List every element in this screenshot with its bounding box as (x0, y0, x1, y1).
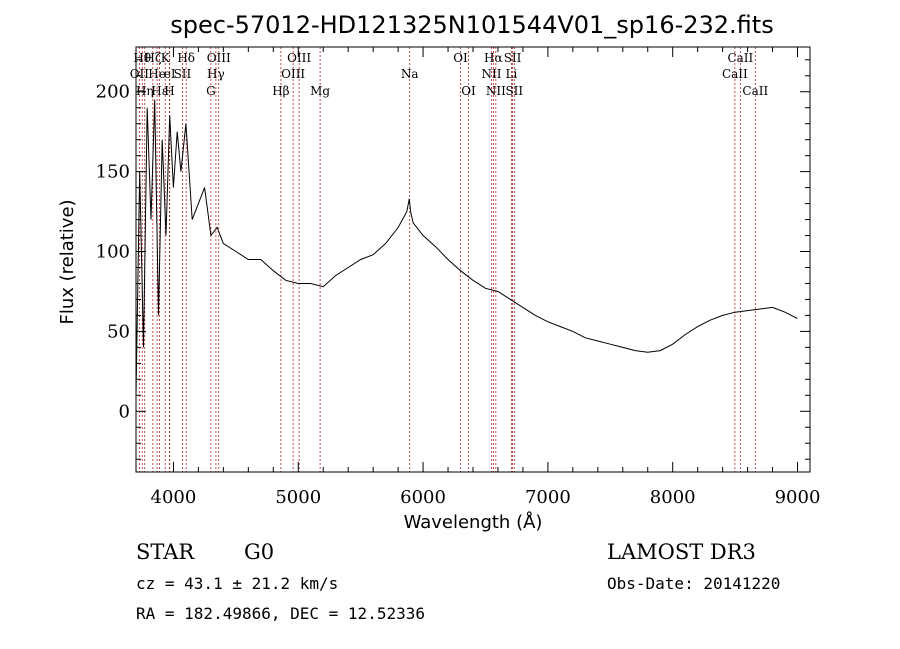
spectral-line-label: Hη (136, 84, 154, 98)
x-tick-label: 9000 (775, 487, 821, 508)
spectral-line-label: Li (506, 67, 518, 81)
spectral-line-label: eI (164, 67, 176, 81)
spectral-line-label: Mg (310, 84, 330, 98)
object-class: STAR (136, 540, 195, 564)
survey-name: LAMOST DR3 (607, 540, 756, 564)
spectral-line-label: OII (130, 67, 150, 81)
spectral-line-label: He (148, 67, 166, 81)
spectral-line-label: Hδ (177, 51, 195, 65)
spectral-line-label: OI (453, 51, 468, 65)
x-tick-label: 6000 (400, 487, 446, 508)
spectral-line-label: SII (505, 84, 523, 98)
spectral-line-label: Na (401, 67, 419, 81)
y-tick-label: 100 (96, 242, 130, 263)
spectral-line-label: OIII (281, 67, 305, 81)
observation-date: Obs-Date: 20141220 (607, 574, 780, 593)
x-axis-label: Wavelength (Å) (404, 511, 543, 533)
x-tick-label: 4000 (151, 487, 197, 508)
spectral-line-label: SII (504, 51, 522, 65)
spectral-line-label: Hα (484, 51, 503, 65)
spectral-line-label: CaII (727, 51, 753, 65)
spectral-line-label: OIII (207, 51, 231, 65)
spectral-line-label: CaII (722, 67, 748, 81)
spectral-line-label: Hβ (272, 84, 289, 98)
spectral-line-markers (138, 47, 756, 472)
y-tick-label: 150 (96, 162, 130, 183)
spectral-line-label: NII (481, 67, 501, 81)
spectral-line-label: Hζ (144, 51, 161, 65)
spectrum-series (135, 99, 798, 396)
spectral-line-label: H (164, 84, 174, 98)
x-tick-label: 5000 (275, 487, 321, 508)
spectral-line-label: Hγ (207, 67, 225, 81)
spectral-line-label: NII (486, 84, 506, 98)
spectral-line-label: CaII (742, 84, 768, 98)
y-tick-label: 0 (119, 401, 130, 422)
y-tick-label: 200 (96, 82, 130, 103)
spectral-line-label: K (161, 51, 171, 65)
chart-title: spec-57012-HD121325N101544V01_sp16-232.f… (170, 11, 773, 39)
y-tick-label: 50 (107, 321, 130, 342)
plot-frame (135, 46, 811, 473)
coordinates-text: RA = 182.49866, DEC = 12.52336 (136, 604, 425, 623)
spectral-line-label: OIII (287, 51, 311, 65)
redshift-text: cz = 43.1 ± 21.2 km/s (136, 574, 338, 593)
x-axis-ticks: 4000 5000 6000 7000 8000 9000 (151, 47, 821, 508)
spectral-line-label: G (206, 84, 216, 98)
x-tick-label: 7000 (525, 487, 571, 508)
spectral-line-label: SII (174, 67, 192, 81)
spectral-line-label: Hθ (133, 51, 151, 65)
object-subclass: G0 (244, 540, 274, 564)
y-axis-ticks: 0 50 100 150 200 (96, 59, 810, 460)
x-tick-label: 8000 (650, 487, 696, 508)
spectral-line-label: Hε (151, 84, 168, 98)
spectral-line-label: OI (461, 84, 476, 98)
y-axis-label: Flux (relative) (57, 199, 78, 324)
spectral-line-labels: OIIHθHηHζHeHεKHeISIIHδGHγOIIIHβOIIIOIIIM… (130, 51, 769, 98)
